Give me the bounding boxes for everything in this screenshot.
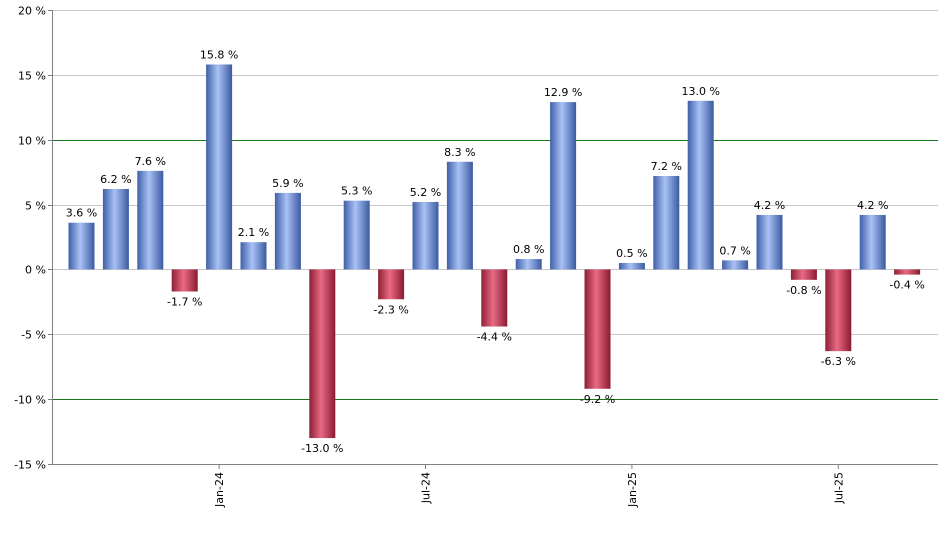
- x-tick-label: Jan-24: [213, 472, 226, 508]
- data-label-22: -6.3 %: [821, 355, 856, 368]
- y-tick-label: -15 %: [14, 459, 46, 472]
- bar-18: [687, 100, 714, 270]
- bar-22: [825, 269, 852, 352]
- bar-16: [618, 262, 645, 270]
- data-label-11: 8.3 %: [444, 146, 475, 159]
- data-label-18: 13.0 %: [681, 85, 719, 98]
- bar-3: [171, 269, 198, 292]
- data-label-4: 15.8 %: [200, 48, 238, 61]
- data-labels: 3.6 % 6.2 % 7.6 % -1.7 % 15.8 % 2.1 % 5.9 % -13…: [66, 48, 925, 455]
- bar-17: [653, 176, 680, 270]
- bar-1: [102, 189, 129, 270]
- data-label-5: 2.1 %: [238, 226, 269, 239]
- bar-14: [550, 102, 577, 270]
- y-tick-label: 5 %: [25, 200, 46, 213]
- bar-10: [412, 201, 439, 270]
- bar-6: [274, 192, 301, 270]
- data-label-2: 7.6 %: [135, 155, 166, 168]
- x-tick-label: Jul-25: [832, 472, 845, 504]
- data-label-3: -1.7 %: [167, 295, 202, 308]
- bar-2: [137, 170, 164, 270]
- data-label-20: 4.2 %: [754, 199, 785, 212]
- data-label-16: 0.5 %: [616, 247, 647, 260]
- data-label-9: -2.3 %: [373, 303, 408, 316]
- data-label-7: -13.0 %: [301, 442, 343, 455]
- y-tick-label: -5 %: [21, 329, 46, 342]
- gridlines: [52, 10, 938, 465]
- bar-0: [68, 222, 95, 270]
- data-label-13: 0.8 %: [513, 243, 544, 256]
- data-label-23: 4.2 %: [857, 199, 888, 212]
- y-tick-label: 10 %: [18, 135, 46, 148]
- bar-20: [756, 214, 783, 270]
- data-label-24: -0.4 %: [889, 279, 924, 292]
- bar-15: [584, 269, 611, 389]
- bar-13: [515, 259, 542, 270]
- x-tick-label: Jul-24: [420, 472, 433, 504]
- data-label-12: -4.4 %: [477, 331, 512, 344]
- data-label-10: 5.2 %: [410, 186, 441, 199]
- data-label-1: 6.2 %: [100, 173, 131, 186]
- data-label-6: 5.9 %: [272, 177, 303, 190]
- data-label-15: -9.2 %: [580, 393, 615, 406]
- bar-24: [894, 269, 921, 275]
- bar-9: [378, 269, 405, 300]
- y-tick-label: 0 %: [25, 264, 46, 277]
- bar-4: [206, 64, 233, 270]
- bar-7: [309, 269, 336, 439]
- bar-12: [481, 269, 508, 327]
- data-label-8: 5.3 %: [341, 185, 372, 198]
- data-label-0: 3.6 %: [66, 207, 97, 220]
- y-tick-label: 15 %: [18, 70, 46, 83]
- data-label-17: 7.2 %: [651, 160, 682, 173]
- bar-23: [859, 214, 886, 270]
- x-tick-label: Jan-25: [626, 472, 639, 508]
- bar-19: [722, 260, 749, 270]
- data-label-19: 0.7 %: [719, 244, 750, 257]
- axes: 20 % 15 % 10 % 5 % 0 % -5 % -10 % -15 % Jan-24 Ju…: [14, 5, 938, 508]
- y-tick-label: -10 %: [14, 394, 46, 407]
- bar-21: [790, 269, 817, 280]
- y-tick-label: 20 %: [18, 5, 46, 18]
- bar-11: [446, 161, 473, 270]
- data-label-14: 12.9 %: [544, 86, 582, 99]
- bar-5: [240, 242, 267, 270]
- bars: [68, 64, 921, 439]
- data-label-21: -0.8 %: [786, 284, 821, 297]
- bar-8: [343, 200, 370, 270]
